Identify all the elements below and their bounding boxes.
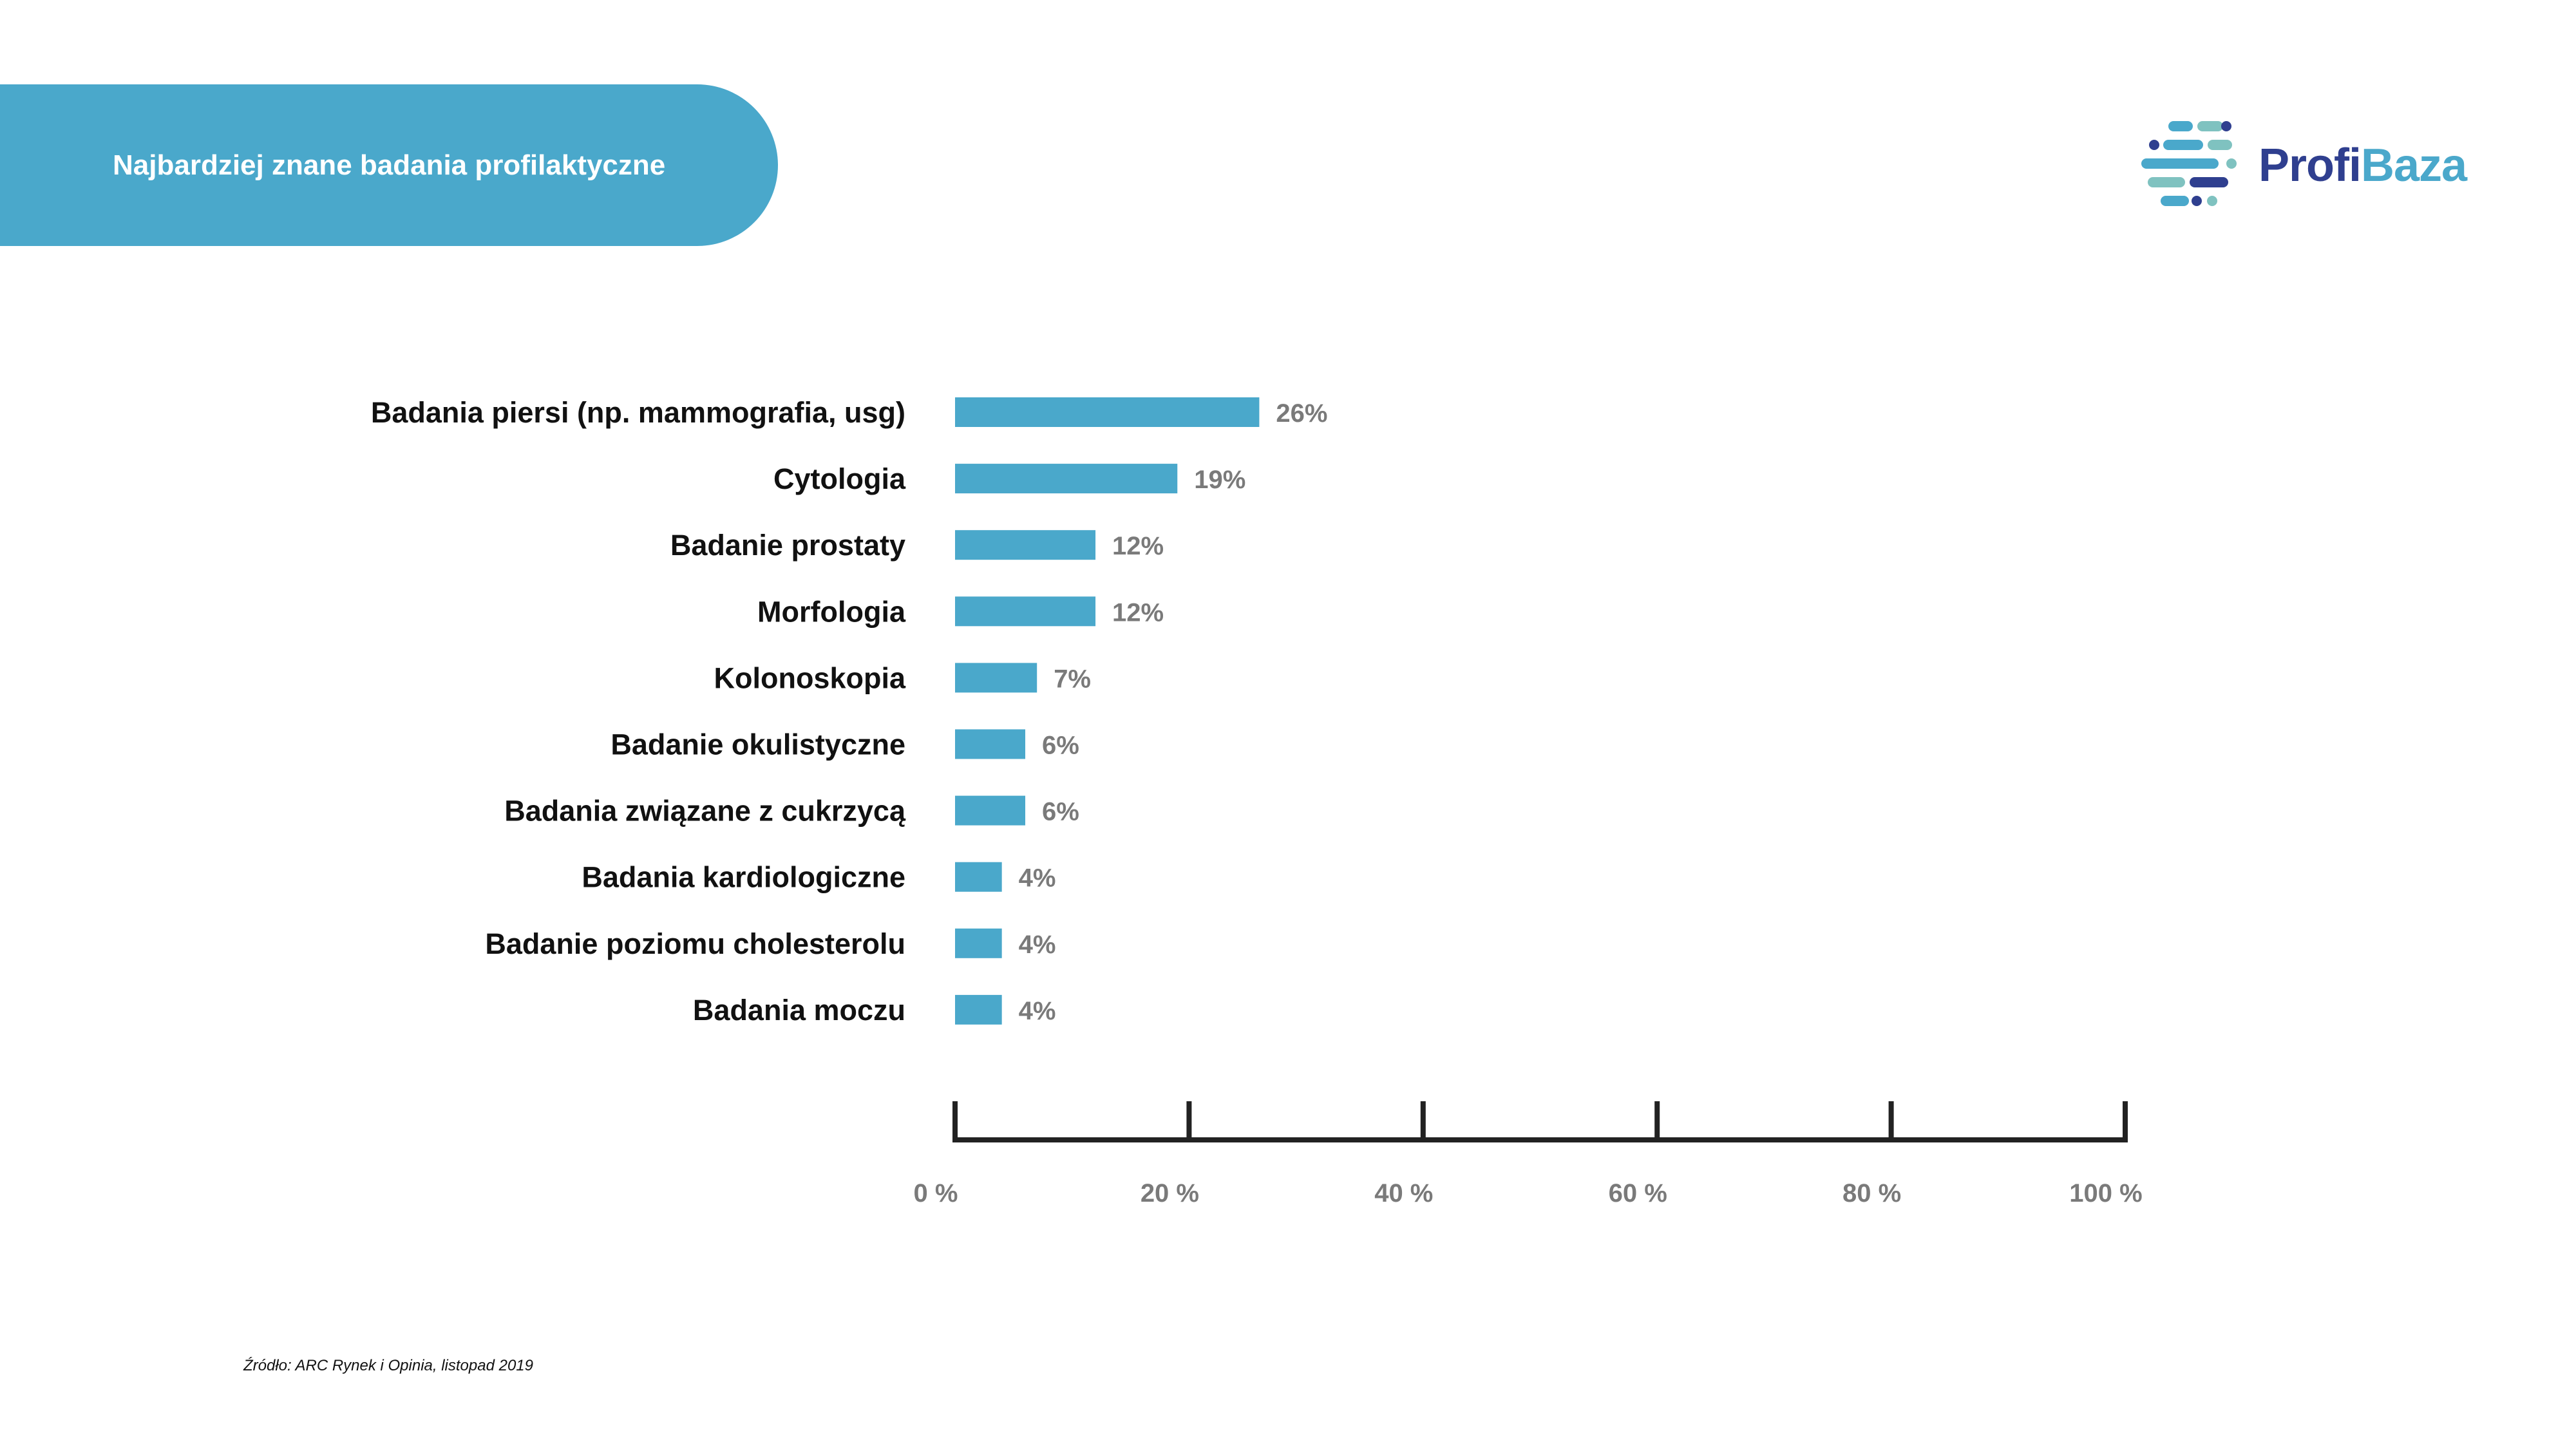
data-label: 4% bbox=[1019, 864, 1056, 893]
x-tick-label: 40 % bbox=[1374, 1179, 1433, 1208]
data-label: 19% bbox=[1194, 466, 1245, 494]
data-label: 7% bbox=[1054, 665, 1091, 693]
category-label: Cytologia bbox=[773, 462, 906, 495]
data-label: 6% bbox=[1042, 798, 1079, 826]
bar bbox=[955, 397, 1260, 427]
data-label: 6% bbox=[1042, 732, 1079, 760]
profibaza-logo-icon bbox=[2141, 121, 2237, 206]
bar bbox=[955, 530, 1096, 560]
profibaza-logo: ProfiBaza bbox=[2135, 116, 2496, 213]
category-label: Morfologia bbox=[757, 595, 906, 628]
logo-wordmark: ProfiBaza bbox=[2259, 139, 2467, 192]
x-tick-label: 60 % bbox=[1609, 1179, 1667, 1208]
bar bbox=[955, 862, 1002, 892]
category-label: Badanie poziomu cholesterolu bbox=[485, 927, 905, 960]
logo-text-profi: Profi bbox=[2259, 140, 2362, 191]
page-title: Najbardziej znane badania profilaktyczne bbox=[113, 149, 666, 181]
category-label: Badania moczu bbox=[693, 994, 905, 1027]
x-tick-label: 0 % bbox=[914, 1179, 958, 1208]
bar bbox=[955, 596, 1096, 627]
logo-text-baza: Baza bbox=[2361, 140, 2467, 191]
header-banner: Najbardziej znane badania profilaktyczne bbox=[0, 84, 778, 246]
bar bbox=[955, 795, 1026, 826]
bar bbox=[955, 994, 1002, 1025]
bar bbox=[955, 928, 1002, 958]
data-label: 12% bbox=[1112, 532, 1164, 560]
x-tick-label: 100 % bbox=[2069, 1179, 2142, 1208]
x-tick-label: 20 % bbox=[1141, 1179, 1199, 1208]
category-label: Badania piersi (np. mammografia, usg) bbox=[371, 396, 905, 429]
data-label: 12% bbox=[1112, 598, 1164, 627]
data-label: 4% bbox=[1019, 931, 1056, 959]
data-label: 4% bbox=[1019, 997, 1056, 1025]
category-label: Badania związane z cukrzycą bbox=[504, 795, 906, 828]
bar bbox=[955, 464, 1178, 494]
bar bbox=[955, 729, 1026, 759]
category-label: Badanie prostaty bbox=[670, 529, 905, 562]
category-label: Kolonoskopia bbox=[714, 661, 905, 694]
category-label: Badania kardiologiczne bbox=[582, 861, 905, 894]
data-label: 26% bbox=[1276, 399, 1327, 428]
source-note: Źródło: ARC Rynek i Opinia, listopad 201… bbox=[243, 1357, 533, 1374]
category-label: Badanie okulistyczne bbox=[611, 728, 905, 761]
x-tick-label: 80 % bbox=[1842, 1179, 1901, 1208]
bar bbox=[955, 663, 1037, 693]
